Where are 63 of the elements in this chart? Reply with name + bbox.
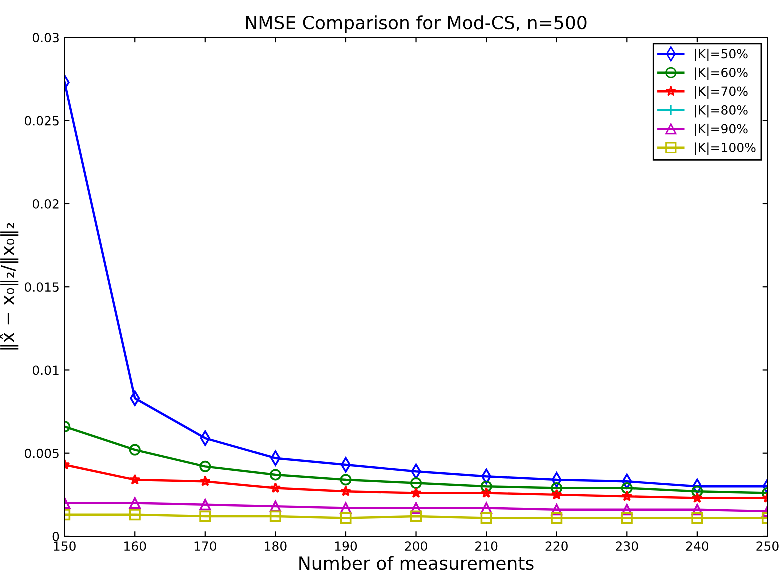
point: [692, 492, 703, 504]
y-tick-label: 0.005: [25, 448, 59, 458]
point: [551, 482, 563, 494]
point: [270, 510, 282, 522]
point: [480, 480, 492, 492]
point: [270, 482, 282, 494]
point: [200, 460, 212, 472]
y-tick-label: 0.03: [32, 33, 59, 43]
point: [551, 489, 562, 500]
legend-label: |K|=60%: [695, 68, 748, 80]
point: [621, 482, 633, 494]
point: [621, 504, 633, 516]
legend-label: |K|=50%: [695, 48, 748, 62]
point: [692, 486, 704, 498]
y-tick-label: 0.025: [25, 116, 59, 126]
x-tick-label: 250: [756, 542, 779, 552]
point: [410, 478, 422, 490]
legend-label: |K|=100%: [695, 142, 756, 156]
y-tick-label: 0.02: [32, 199, 59, 209]
point: [200, 499, 212, 511]
x-tick-label: 190: [335, 542, 358, 552]
point: [340, 486, 352, 496]
point: [480, 512, 492, 524]
point: [410, 488, 422, 498]
point: [481, 488, 492, 498]
point: [340, 474, 352, 486]
y-tick-label: 0.01: [32, 366, 59, 376]
x-tick-label: 180: [265, 542, 287, 552]
y-tick-label: 0: [52, 532, 60, 542]
point: [129, 444, 141, 456]
x-tick-label: 160: [124, 542, 146, 552]
x-tick-label: 220: [546, 542, 568, 552]
point: [340, 512, 352, 524]
point: [410, 510, 422, 522]
x-tick-label: 240: [686, 542, 709, 552]
x-tick-label: 210: [476, 542, 498, 552]
x-tick-label: 200: [405, 542, 428, 552]
point: [200, 510, 212, 522]
point: [480, 502, 492, 514]
legend-label: |K|=70%: [695, 86, 748, 99]
point: [551, 504, 563, 516]
legend-label: |K|=80%: [695, 105, 748, 118]
point: [622, 490, 633, 502]
y-axis-title: ‖x̂ − x₀‖₂/‖x₀‖₂: [0, 223, 19, 350]
point: [270, 500, 282, 512]
point: [130, 474, 141, 485]
x-axis-title: Number of measurements: [300, 556, 534, 570]
x-tick-label: 170: [194, 542, 216, 552]
point: [551, 512, 563, 524]
point: [410, 502, 422, 514]
chart-title: NMSE Comparison for Mod-CS, n=500: [246, 16, 587, 34]
point: [621, 512, 633, 524]
point: [692, 512, 704, 524]
point: [200, 476, 211, 486]
x-tick-label: 230: [616, 542, 638, 552]
point: [270, 469, 282, 481]
point: [692, 504, 704, 516]
point: [340, 502, 352, 514]
point: [129, 509, 141, 521]
point: [129, 497, 141, 510]
y-tick-label: 0.015: [25, 282, 59, 292]
x-tick-label: 150: [54, 542, 76, 552]
legend-label: |K|=90%: [695, 124, 748, 136]
